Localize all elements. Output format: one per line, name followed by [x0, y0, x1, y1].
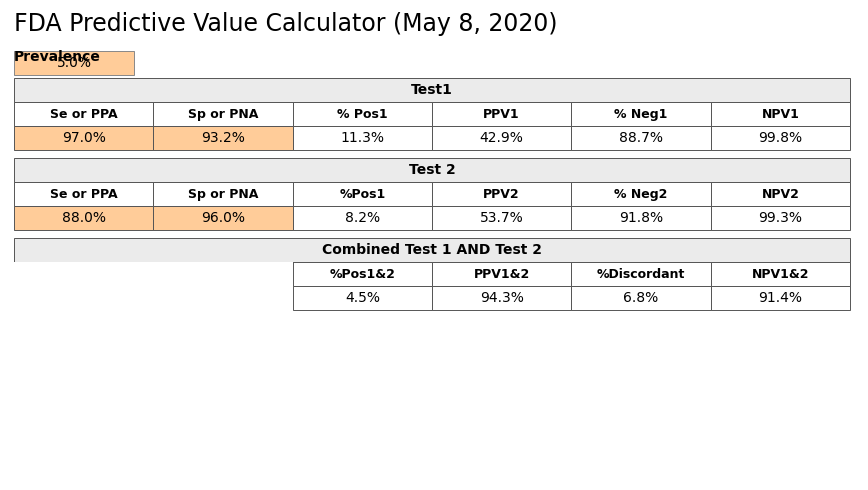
Text: %Pos1&2: %Pos1&2 [329, 268, 395, 280]
Text: Sp or PNA: Sp or PNA [187, 107, 258, 121]
FancyBboxPatch shape [432, 182, 571, 206]
Text: NPV1&2: NPV1&2 [752, 268, 809, 280]
Text: 8.2%: 8.2% [345, 211, 380, 225]
Text: FDA Predictive Value Calculator (May 8, 2020): FDA Predictive Value Calculator (May 8, … [14, 12, 557, 36]
FancyBboxPatch shape [571, 286, 711, 310]
Text: 88.7%: 88.7% [619, 131, 663, 145]
Text: % Neg2: % Neg2 [615, 188, 667, 200]
FancyBboxPatch shape [154, 206, 293, 230]
Text: % Pos1: % Pos1 [337, 107, 388, 121]
FancyBboxPatch shape [14, 286, 293, 310]
FancyBboxPatch shape [571, 102, 711, 126]
Text: %Discordant: %Discordant [597, 268, 685, 280]
Text: Test 2: Test 2 [409, 163, 456, 177]
Text: NPV1: NPV1 [761, 107, 799, 121]
FancyBboxPatch shape [432, 126, 571, 150]
Text: 94.3%: 94.3% [480, 291, 523, 305]
FancyBboxPatch shape [571, 262, 711, 286]
FancyBboxPatch shape [293, 286, 432, 310]
Text: 91.8%: 91.8% [619, 211, 663, 225]
Text: 53.7%: 53.7% [480, 211, 523, 225]
FancyBboxPatch shape [154, 102, 293, 126]
Text: 96.0%: 96.0% [201, 211, 245, 225]
FancyBboxPatch shape [293, 182, 432, 206]
Text: Se or PPA: Se or PPA [49, 107, 117, 121]
FancyBboxPatch shape [293, 262, 432, 286]
FancyBboxPatch shape [571, 206, 711, 230]
FancyBboxPatch shape [14, 78, 850, 102]
Text: % Neg1: % Neg1 [615, 107, 667, 121]
Text: 6.8%: 6.8% [623, 291, 659, 305]
FancyBboxPatch shape [711, 262, 850, 286]
FancyBboxPatch shape [293, 206, 432, 230]
Text: PPV1&2: PPV1&2 [474, 268, 529, 280]
FancyBboxPatch shape [432, 286, 571, 310]
Text: Combined Test 1 AND Test 2: Combined Test 1 AND Test 2 [322, 243, 542, 257]
FancyBboxPatch shape [14, 158, 850, 182]
FancyBboxPatch shape [432, 206, 571, 230]
Text: %Pos1: %Pos1 [339, 188, 385, 200]
FancyBboxPatch shape [432, 102, 571, 126]
FancyBboxPatch shape [14, 102, 154, 126]
Text: 42.9%: 42.9% [480, 131, 523, 145]
FancyBboxPatch shape [154, 182, 293, 206]
Text: PPV2: PPV2 [483, 188, 520, 200]
FancyBboxPatch shape [154, 126, 293, 150]
FancyBboxPatch shape [14, 262, 293, 286]
FancyBboxPatch shape [293, 126, 432, 150]
Text: 11.3%: 11.3% [340, 131, 385, 145]
Text: 93.2%: 93.2% [201, 131, 245, 145]
FancyBboxPatch shape [293, 102, 432, 126]
FancyBboxPatch shape [14, 182, 154, 206]
FancyBboxPatch shape [571, 182, 711, 206]
FancyBboxPatch shape [711, 126, 850, 150]
Text: 97.0%: 97.0% [62, 131, 106, 145]
Text: 99.3%: 99.3% [759, 211, 802, 225]
Text: 99.8%: 99.8% [759, 131, 802, 145]
Text: 88.0%: 88.0% [62, 211, 106, 225]
Text: NPV2: NPV2 [761, 188, 799, 200]
FancyBboxPatch shape [14, 51, 134, 75]
FancyBboxPatch shape [711, 286, 850, 310]
FancyBboxPatch shape [14, 238, 850, 262]
FancyBboxPatch shape [711, 206, 850, 230]
FancyBboxPatch shape [711, 182, 850, 206]
FancyBboxPatch shape [14, 206, 154, 230]
Text: 91.4%: 91.4% [759, 291, 802, 305]
Text: Test1: Test1 [411, 83, 453, 97]
FancyBboxPatch shape [711, 102, 850, 126]
Text: Prevalence: Prevalence [14, 50, 101, 64]
Text: PPV1: PPV1 [483, 107, 520, 121]
Text: 4.5%: 4.5% [345, 291, 380, 305]
Text: Sp or PNA: Sp or PNA [187, 188, 258, 200]
FancyBboxPatch shape [432, 262, 571, 286]
FancyBboxPatch shape [14, 126, 154, 150]
Text: 5.0%: 5.0% [56, 56, 91, 70]
FancyBboxPatch shape [571, 126, 711, 150]
Text: Se or PPA: Se or PPA [49, 188, 117, 200]
